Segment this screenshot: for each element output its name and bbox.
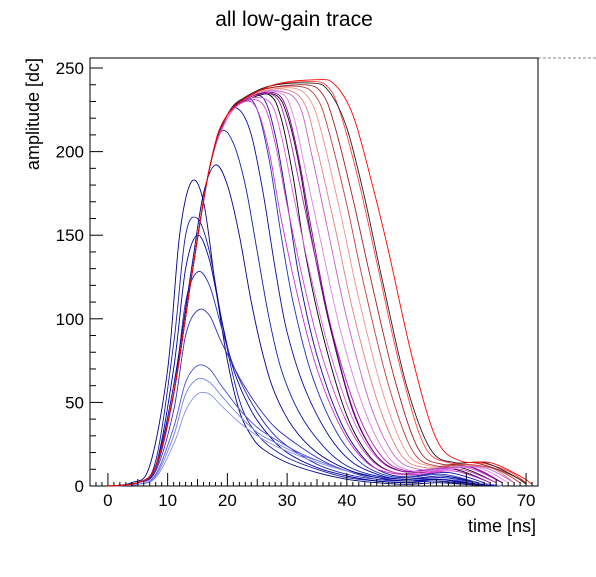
chart-title: all low-gain trace — [215, 8, 373, 31]
x-tick-label: 0 — [103, 491, 112, 510]
x-tick-label: 30 — [278, 491, 297, 510]
x-tick-label: 50 — [397, 491, 416, 510]
x-tick-label: 40 — [337, 491, 356, 510]
x-tick-label: 70 — [517, 491, 536, 510]
y-tick-label: 50 — [65, 393, 84, 412]
plot-frame — [89, 57, 539, 487]
x-axis-label: time [ns] — [468, 516, 536, 536]
series-line-1 — [107, 179, 497, 487]
series-layer — [107, 79, 533, 487]
series-line-2 — [107, 216, 497, 487]
y-tick-label: 150 — [56, 226, 84, 245]
y-axis-label: amplitude [dc] — [23, 58, 43, 170]
y-tick-label: 100 — [56, 310, 84, 329]
y-tick-label: 0 — [75, 477, 84, 496]
series-line-26 — [107, 84, 527, 487]
series-line-9 — [107, 164, 497, 487]
series-line-29 — [107, 79, 533, 487]
x-axis: 0 10 20 30 40 50 60 70 — [89, 473, 539, 510]
y-tick-label: 200 — [56, 143, 84, 162]
x-tick-label: 60 — [457, 491, 476, 510]
x-tick-label: 10 — [158, 491, 177, 510]
series-line-22 — [107, 90, 515, 487]
series-line-5 — [107, 308, 479, 487]
y-tick-label: 250 — [56, 59, 84, 78]
series-line-3 — [107, 234, 479, 487]
y-axis: 0 50 100 150 200 250 — [56, 59, 103, 496]
x-tick-label: 20 — [218, 491, 237, 510]
series-line-23 — [107, 88, 515, 487]
